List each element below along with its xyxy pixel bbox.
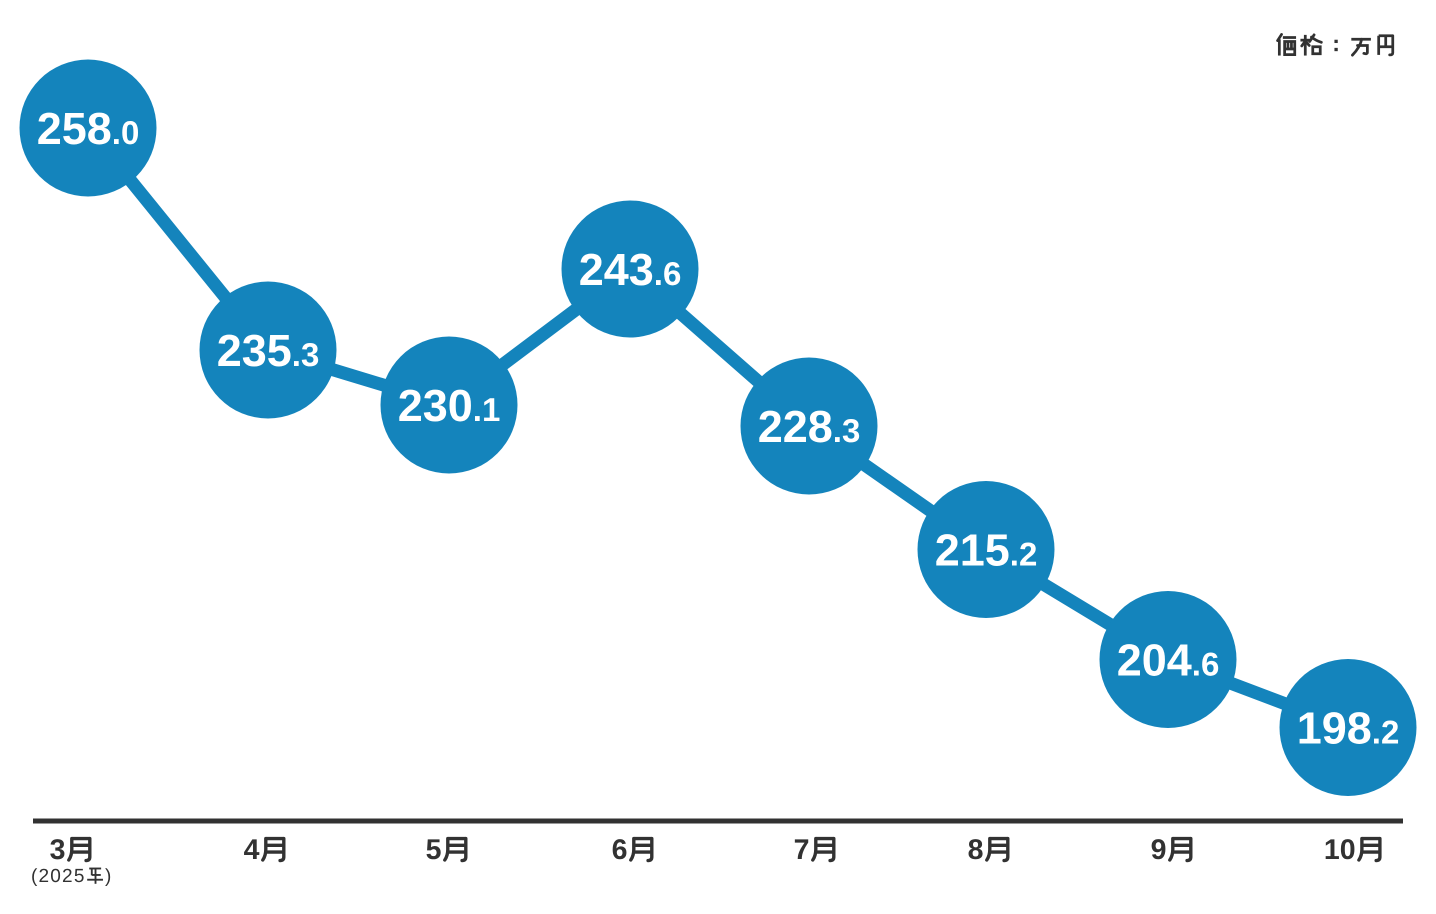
svg-text:8: 8 bbox=[968, 834, 984, 866]
svg-text:7: 7 bbox=[794, 834, 810, 866]
svg-text:9: 9 bbox=[1151, 834, 1167, 866]
svg-text:4: 4 bbox=[244, 834, 260, 866]
svg-text:): ) bbox=[105, 866, 111, 887]
svg-text:(2025: (2025 bbox=[31, 866, 86, 887]
svg-text:6: 6 bbox=[612, 834, 628, 866]
svg-text:5: 5 bbox=[426, 834, 442, 866]
svg-text:10: 10 bbox=[1324, 834, 1356, 866]
svg-text:3: 3 bbox=[50, 834, 66, 866]
